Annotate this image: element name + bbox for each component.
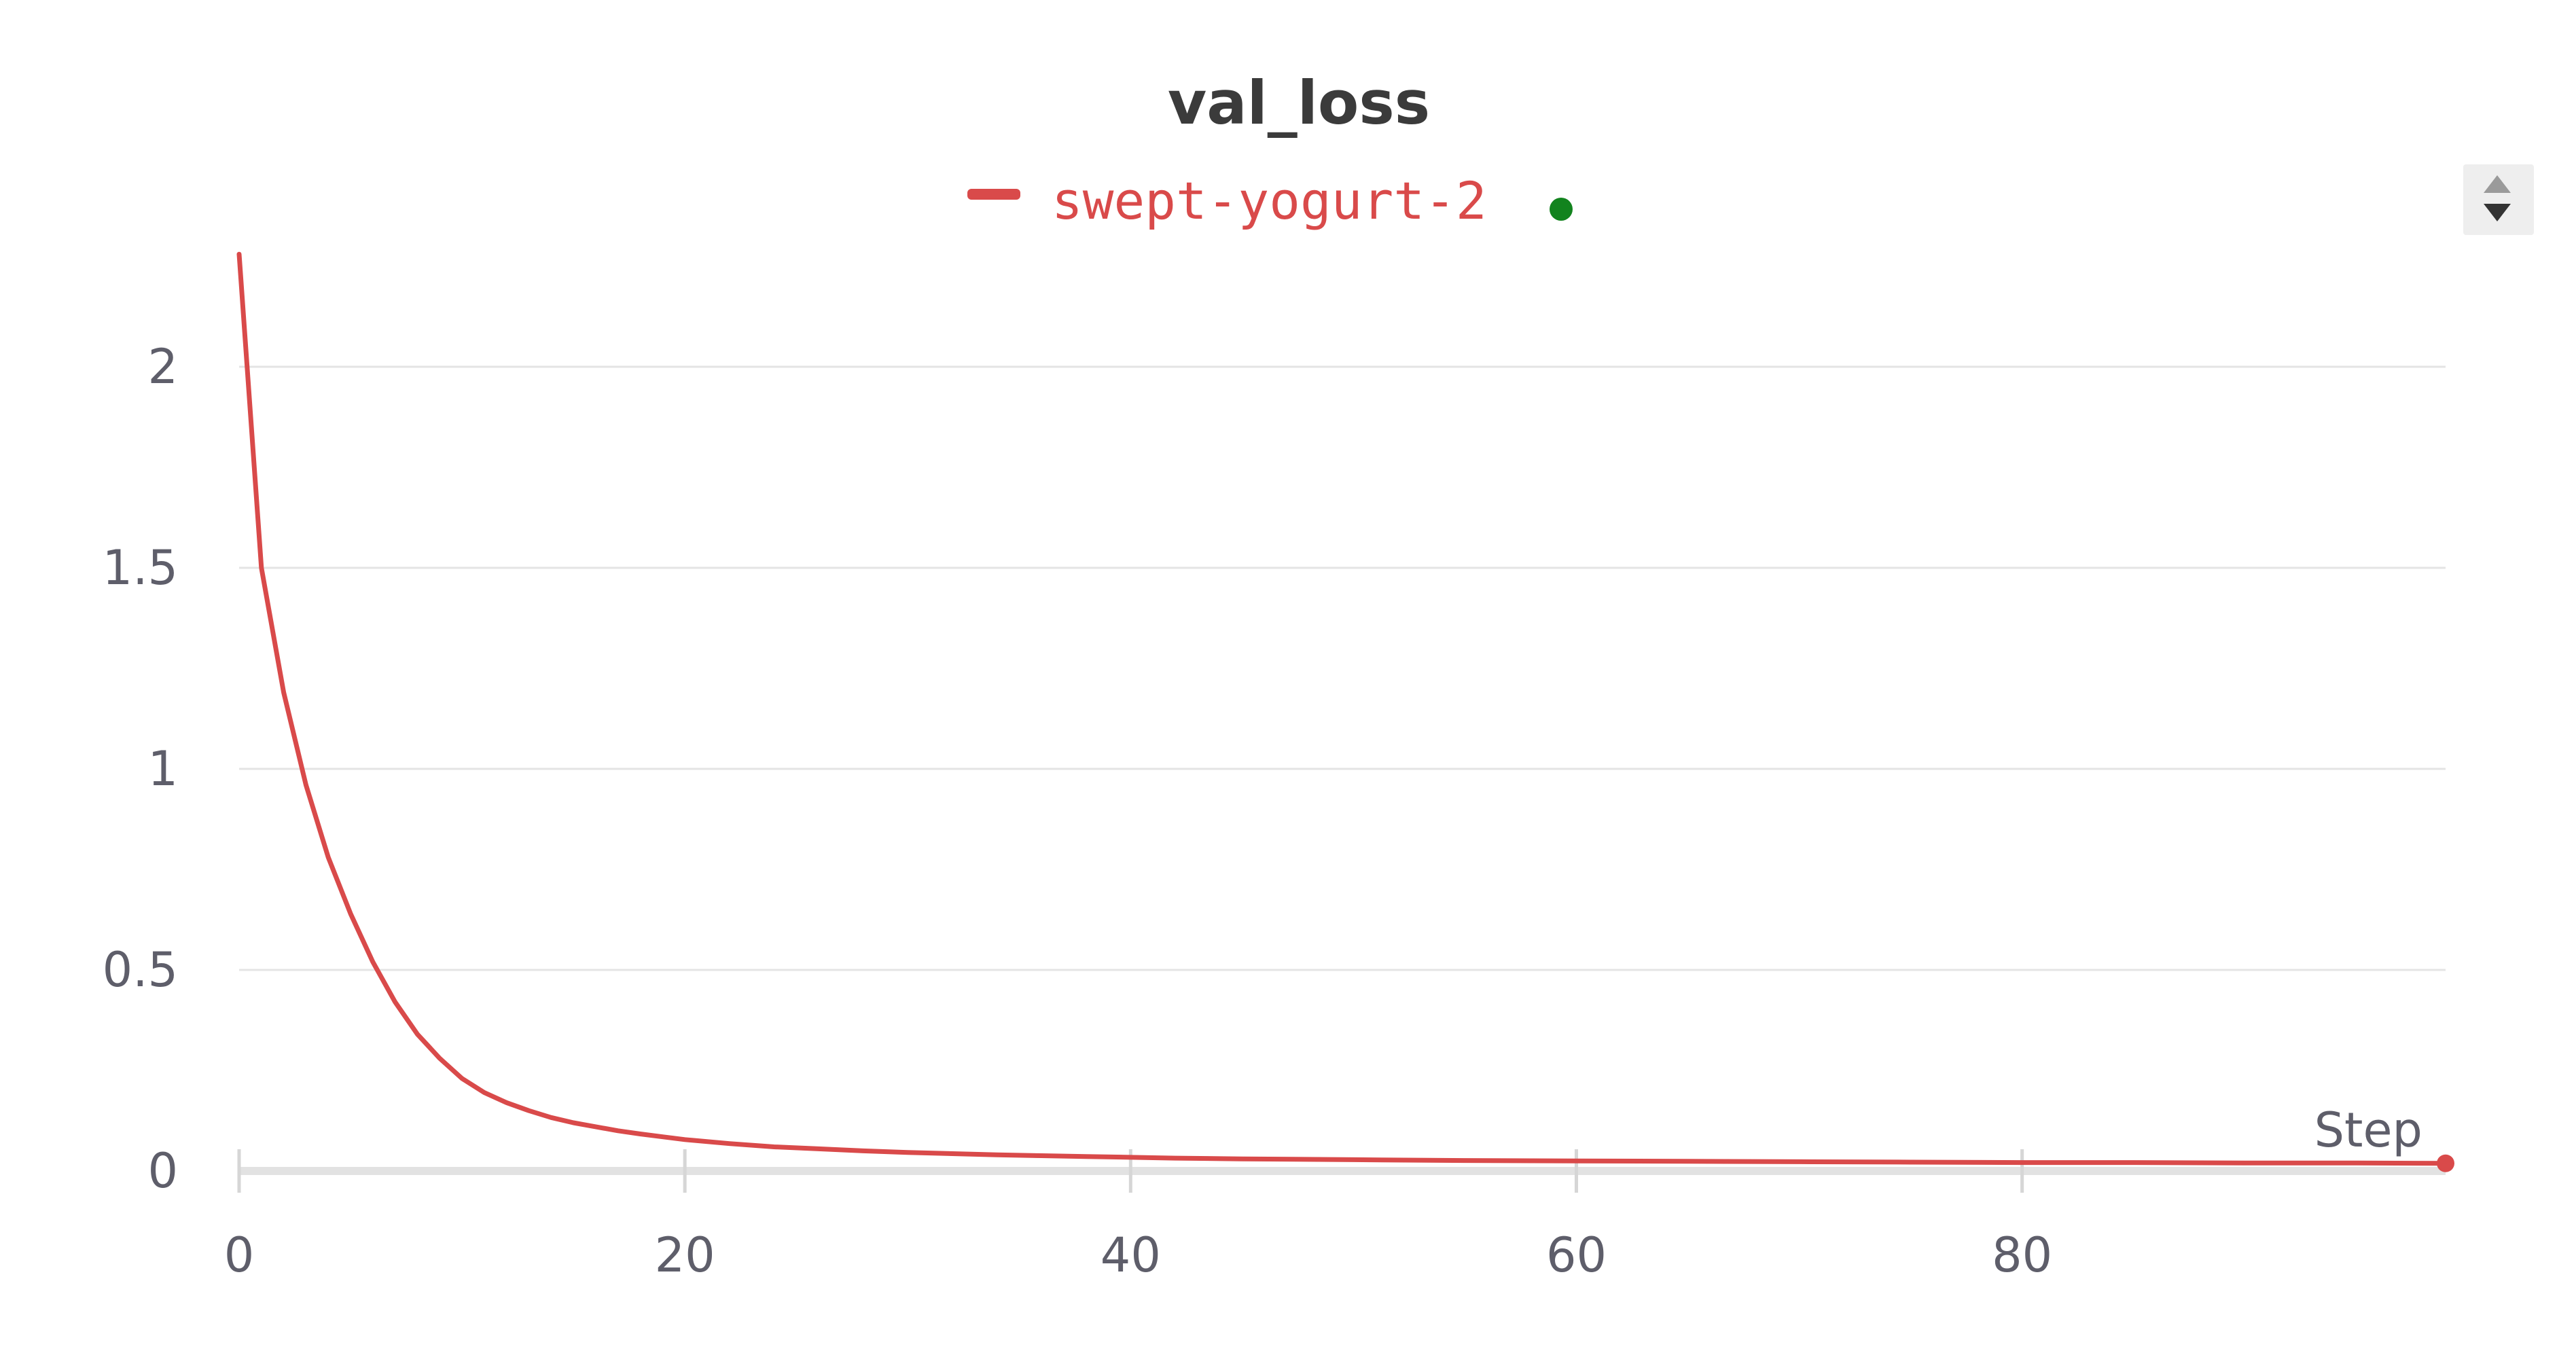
axes: 00.511.520 20 40 60 80 <box>103 339 2446 1283</box>
x-tick-label: 0 <box>224 1227 255 1283</box>
run-status-dot <box>1550 198 1573 221</box>
legend[interactable]: swept-yogurt-2 <box>967 170 1573 231</box>
x-tick-label: 40 <box>1101 1227 1161 1283</box>
x-tick-label: 80 <box>1992 1227 2052 1283</box>
y-tick-label: 1.5 <box>103 540 178 596</box>
x-axis-label: Step <box>2314 1102 2422 1158</box>
y-tick-label: 0.5 <box>103 942 178 998</box>
chart-title: val_loss <box>1168 68 1430 138</box>
x-tick-label: 60 <box>1546 1227 1607 1283</box>
series-layer[interactable] <box>236 251 2454 1172</box>
series-line[interactable] <box>236 251 2448 1166</box>
scroll-up-icon[interactable] <box>2484 175 2511 193</box>
gridlines <box>239 365 2446 971</box>
legend-scroll-control[interactable] <box>2463 164 2534 235</box>
y-tick-label: 2 <box>147 339 178 395</box>
legend-swatch <box>967 189 1020 200</box>
y-tick-label: 0 <box>147 1143 178 1199</box>
legend-series-label[interactable]: swept-yogurt-2 <box>1052 170 1487 231</box>
series-end-point[interactable] <box>2437 1154 2454 1172</box>
y-tick-label: 1 <box>147 741 178 797</box>
scroll-down-icon[interactable] <box>2484 204 2511 221</box>
x-tick-label: 20 <box>655 1227 715 1283</box>
